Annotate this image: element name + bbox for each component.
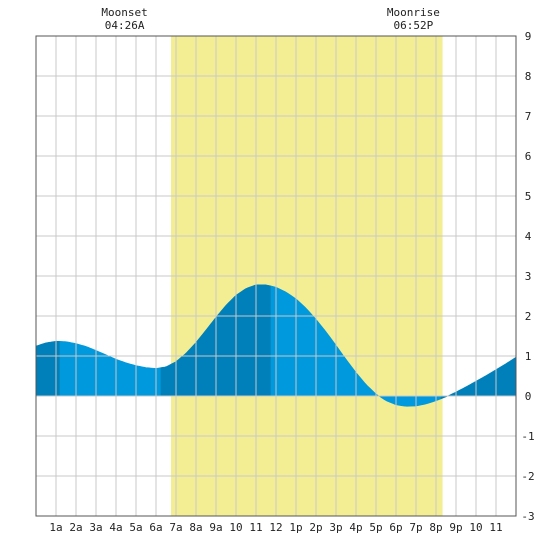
x-tick-label: 9p <box>449 521 462 534</box>
y-tick-label: -1 <box>521 430 534 443</box>
y-tick-label: 3 <box>525 270 532 283</box>
grid-lines <box>36 36 516 516</box>
x-tick-label: 6p <box>389 521 402 534</box>
x-tick-label: 8a <box>189 521 202 534</box>
y-tick-label: 9 <box>525 30 532 43</box>
x-tick-label: 9a <box>209 521 222 534</box>
x-tick-label: 3a <box>89 521 102 534</box>
x-tick-label: 2p <box>309 521 322 534</box>
moon-event-label: Moonrise <box>387 6 440 19</box>
x-tick-label: 10 <box>229 521 242 534</box>
x-tick-label: 2a <box>69 521 82 534</box>
y-tick-label: 6 <box>525 150 532 163</box>
y-tick-label: -3 <box>521 510 534 523</box>
x-tick-label: 12 <box>269 521 282 534</box>
y-tick-label: 5 <box>525 190 532 203</box>
x-tick-label: 1p <box>289 521 302 534</box>
y-tick-label: 8 <box>525 70 532 83</box>
moon-event-label: Moonset <box>101 6 147 19</box>
y-tick-label: 2 <box>525 310 532 323</box>
x-tick-label: 6a <box>149 521 162 534</box>
plot-frame <box>35 35 517 517</box>
y-tick-label: 4 <box>525 230 532 243</box>
y-tick-label: -2 <box>521 470 534 483</box>
x-tick-label: 7p <box>409 521 422 534</box>
x-tick-label: 11 <box>249 521 262 534</box>
x-tick-label: 5p <box>369 521 382 534</box>
x-tick-label: 4p <box>349 521 362 534</box>
x-tick-label: 8p <box>429 521 442 534</box>
moon-event-time: 04:26A <box>105 19 145 32</box>
tide-segment-rising <box>440 356 517 400</box>
x-tick-label: 3p <box>329 521 342 534</box>
x-tick-label: 7a <box>169 521 182 534</box>
tide-segment-falling <box>270 285 442 407</box>
x-tick-label: 10 <box>469 521 482 534</box>
moon-event-time: 06:52P <box>394 19 434 32</box>
x-tick-label: 11 <box>489 521 502 534</box>
y-axis-labels: -3 -2 -1 0 1 2 3 4 5 6 7 8 9 <box>521 30 534 523</box>
x-tick-label: 4a <box>109 521 122 534</box>
tide-segment-rising <box>35 340 61 397</box>
y-tick-label: 0 <box>525 390 532 403</box>
y-tick-label: 1 <box>525 350 532 363</box>
x-tick-label: 1a <box>49 521 62 534</box>
x-axis-labels: 1a 2a 3a 4a 5a 6a 7a 8a 9a 10 11 12 1p 2p 3p 4p 5p 6p 7p 8p… <box>49 521 502 534</box>
x-tick-label: 5a <box>129 521 142 534</box>
y-tick-label: 7 <box>525 110 532 123</box>
